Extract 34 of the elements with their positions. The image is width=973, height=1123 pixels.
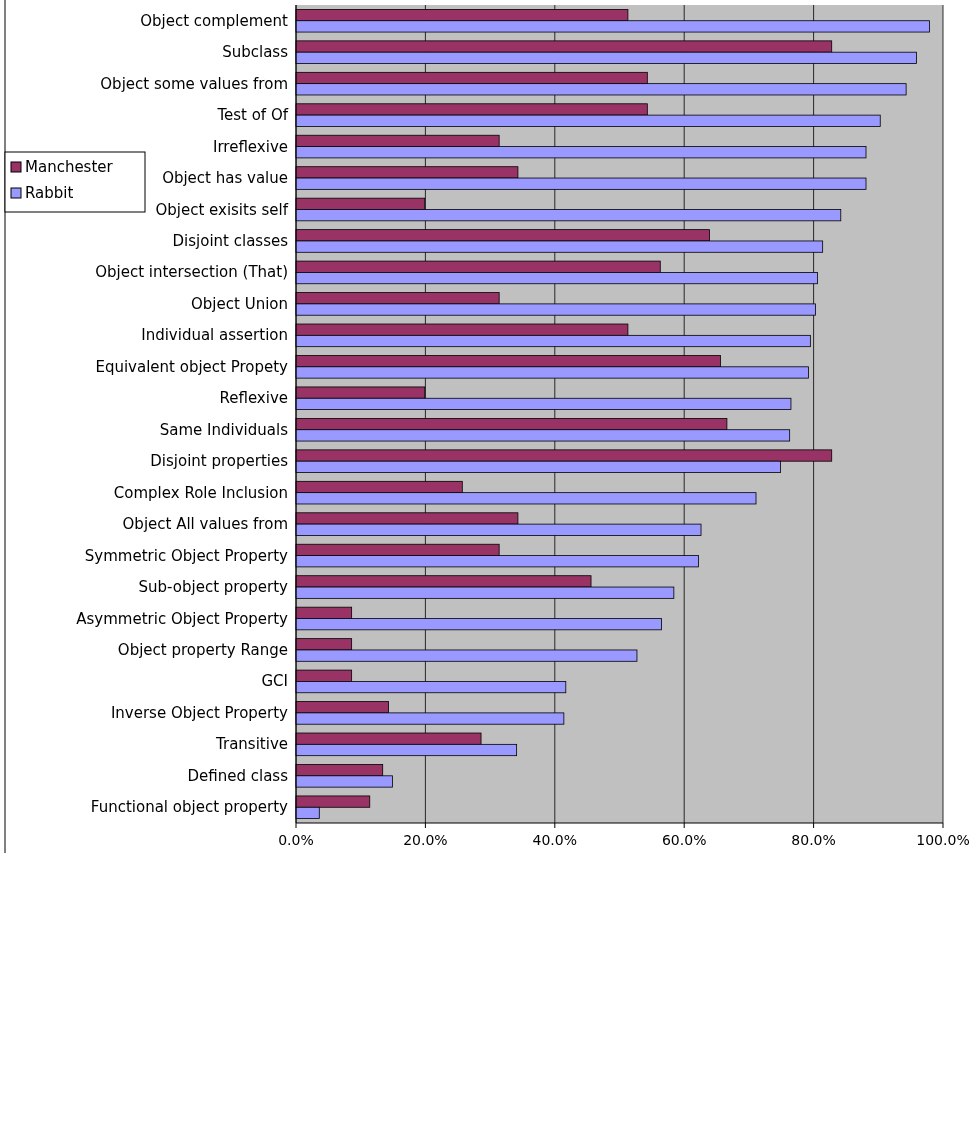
y-tick-label: Disjoint classes [172, 231, 289, 250]
x-tick-label: 60.0% [661, 832, 707, 848]
y-tick-label: Irreflexive [213, 137, 288, 156]
y-tick-label: Individual assertion [141, 326, 288, 345]
x-tick-label: 0.0% [278, 832, 314, 848]
y-tick-label: Object Union [191, 294, 288, 313]
y-tick-label: Asymmetric Object Property [76, 609, 289, 628]
y-tick-label: Test of Of [216, 106, 289, 125]
x-tick-label: 40.0% [532, 832, 578, 848]
y-tick-label: Object intersection (That) [95, 263, 288, 282]
y-tick-label: Equivalent object Propety [95, 357, 289, 376]
y-tick-label: Functional object property [90, 798, 289, 817]
x-tick-label: 80.0% [791, 832, 836, 848]
y-tick-label: Transitive [215, 735, 288, 754]
y-tick-label: Object exisits self [155, 200, 289, 219]
y-tick-label: Same Individuals [159, 420, 289, 439]
y-tick-label: Subclass [222, 43, 289, 62]
x-tick-label: 20.0% [403, 832, 448, 848]
y-tick-label: Defined class [187, 766, 289, 785]
y-tick-label: Disjoint properties [150, 452, 289, 471]
y-tick-label: Symmetric Object Property [84, 546, 289, 565]
legend-label: Manchester [25, 158, 114, 176]
y-tick-label: Object All values from [122, 515, 288, 534]
y-tick-label: Complex Role Inclusion [113, 483, 288, 502]
y-tick-label: Object property Range [117, 640, 288, 659]
y-tick-label: Reflexive [219, 389, 288, 408]
y-tick-label: Object has value [162, 169, 288, 188]
x-tick-label: 100.0% [916, 832, 970, 848]
y-tick-label: Sub-object property [138, 578, 289, 597]
y-tick-label: Object complement [140, 11, 289, 30]
y-tick-label: Object some values from [100, 74, 288, 93]
y-tick-label: GCI [261, 672, 288, 691]
y-tick-label: Inverse Object Property [110, 703, 289, 722]
legend-label: Rabbit [25, 184, 74, 202]
